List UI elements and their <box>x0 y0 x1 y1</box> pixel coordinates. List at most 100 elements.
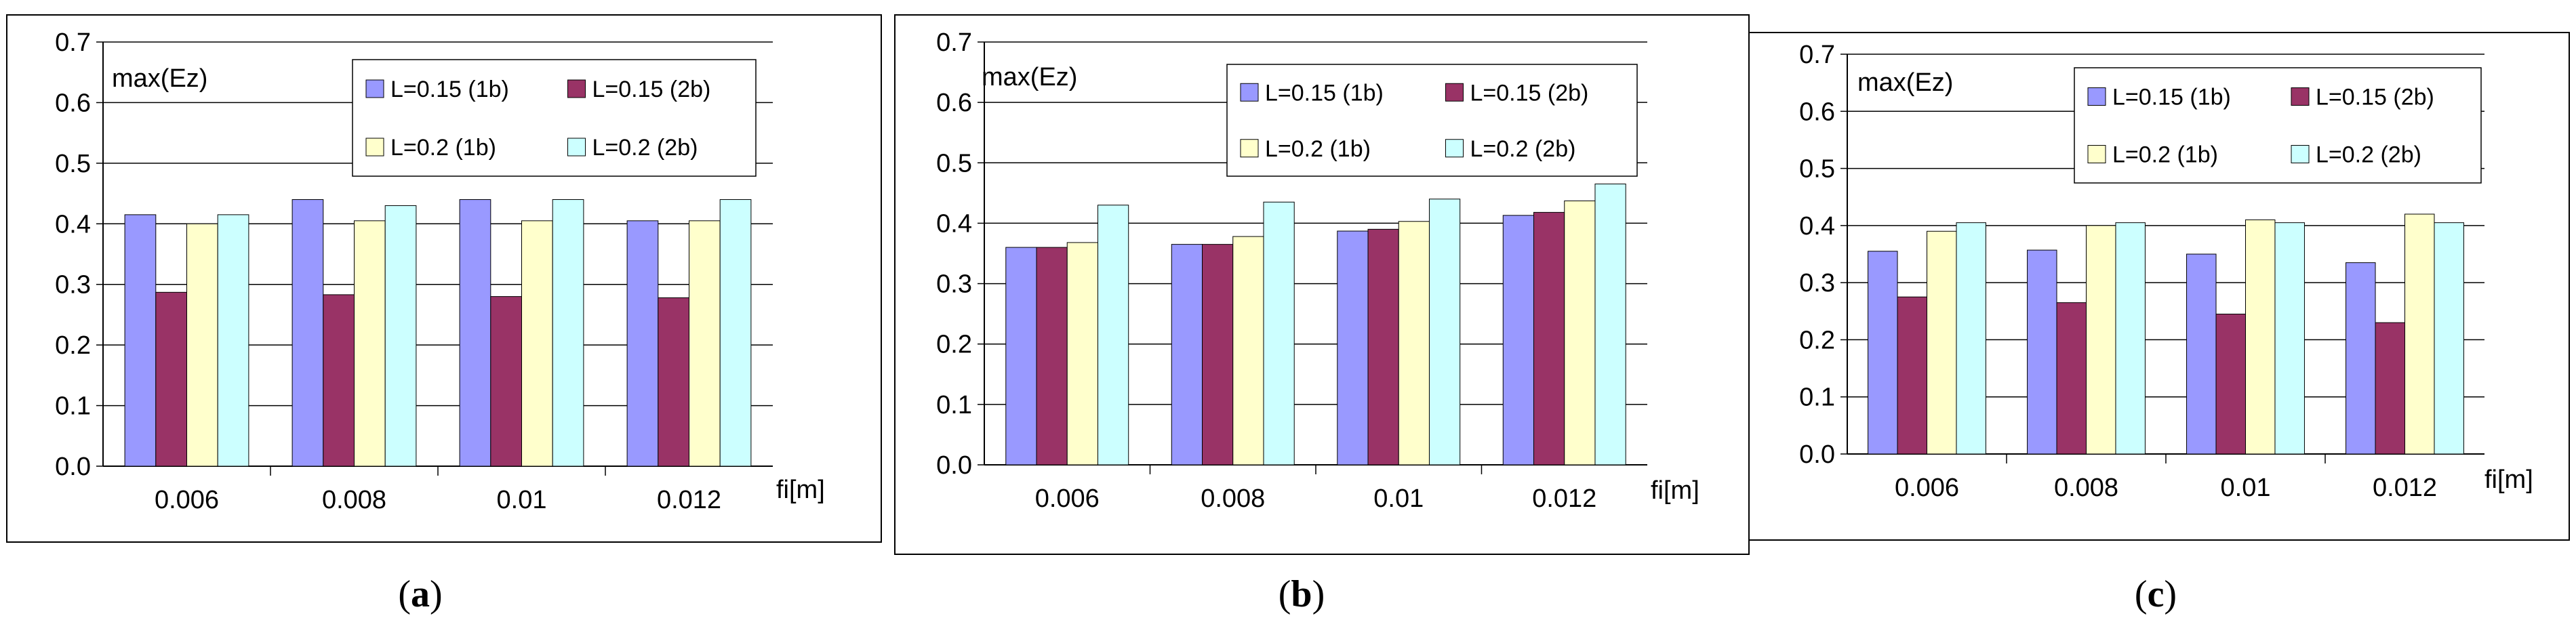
bar <box>384 205 417 467</box>
y-tick-label: 0.3 <box>55 271 91 299</box>
bar <box>658 297 689 467</box>
chart-a-svg: 0.0 0.1 0.2 0.3 0.4 0.5 0.6 0.7 0.006 0.008 0.01 0.… <box>6 14 882 543</box>
bar <box>1367 228 1399 466</box>
bar <box>1398 221 1430 466</box>
legend-swatch <box>1240 139 1259 158</box>
legend-swatch <box>1445 139 1464 158</box>
y-axis-label: max(Ez) <box>1857 68 1953 97</box>
x-tick-label: 0.01 <box>2221 474 2271 502</box>
bar <box>1171 244 1203 466</box>
bar <box>1502 215 1535 466</box>
x-tick-label: 0.006 <box>1035 484 1100 513</box>
legend-swatch <box>2087 145 2106 163</box>
y-tick-label: 0.7 <box>936 28 972 57</box>
bar <box>2215 314 2246 455</box>
bar <box>1097 205 1129 466</box>
y-tick-label: 0.3 <box>936 270 972 299</box>
bar <box>217 214 249 467</box>
x-tick-label: 0.006 <box>1895 474 1959 502</box>
y-tick-label: 0.1 <box>55 392 91 421</box>
legend-label: L=0.2 (1b) <box>2112 142 2218 168</box>
y-tick-label: 0.0 <box>1799 440 1835 469</box>
y-tick-label: 0.4 <box>1799 212 1835 241</box>
legend-label: L=0.15 (2b) <box>1470 80 1589 106</box>
y-axis-label: max(Ez) <box>982 63 1077 91</box>
legend-swatch <box>1240 83 1259 102</box>
y-tick-label: 0.0 <box>936 451 972 480</box>
bar <box>2346 262 2376 455</box>
legend-swatch <box>1445 83 1464 102</box>
y-tick-label: 0.6 <box>1799 98 1835 126</box>
legend-label: L=0.15 (1b) <box>1265 80 1384 106</box>
y-tick-label: 0.2 <box>55 331 91 360</box>
legend-swatch <box>2291 87 2310 106</box>
x-tick-label: 0.008 <box>322 486 386 514</box>
bar <box>1066 242 1098 466</box>
bar <box>626 220 659 467</box>
bar <box>459 199 491 467</box>
y-tick-label: 0.4 <box>55 210 91 239</box>
legend-label: L=0.2 (1b) <box>390 135 496 161</box>
bar <box>2434 222 2464 455</box>
y-tick-label: 0.1 <box>1799 384 1835 412</box>
bar <box>2027 249 2057 455</box>
legend-label: L=0.2 (2b) <box>1470 136 1576 162</box>
bar <box>2115 222 2146 455</box>
x-tick-label: 0.012 <box>2373 474 2437 502</box>
bar <box>719 199 752 467</box>
bar <box>1927 230 1957 455</box>
x-axis-label: fi[m] <box>2484 466 2533 494</box>
legend-swatch <box>2087 87 2106 106</box>
bar <box>552 199 584 467</box>
bar <box>1263 201 1295 466</box>
y-tick-label: 0.6 <box>936 89 972 117</box>
chart-b-svg: 0.0 0.1 0.2 0.3 0.4 0.5 0.6 0.7 0.006 0.008 0.01 0.… <box>894 14 1750 555</box>
x-axis-label: fi[m] <box>776 476 825 504</box>
legend-label: L=0.2 (1b) <box>1265 136 1371 162</box>
legend-swatch <box>2291 145 2310 163</box>
legend-swatch <box>567 138 586 157</box>
x-tick-label: 0.012 <box>657 486 721 514</box>
legend-label: L=0.15 (2b) <box>2316 85 2434 110</box>
caption-a: (a) <box>398 573 443 615</box>
legend-box <box>2074 67 2482 184</box>
y-tick-label: 0.4 <box>936 209 972 238</box>
bar <box>2404 213 2435 455</box>
y-tick-label: 0.5 <box>1799 155 1835 184</box>
bar <box>186 223 218 467</box>
legend-label: L=0.2 (2b) <box>2316 142 2421 168</box>
legend-label: L=0.2 (2b) <box>592 135 698 161</box>
x-tick-label: 0.012 <box>1532 484 1596 513</box>
bar <box>490 296 522 467</box>
bar <box>1202 244 1234 466</box>
bar <box>2375 322 2405 455</box>
bar <box>1897 296 1927 455</box>
bar <box>1337 230 1369 466</box>
bar <box>1868 251 1898 455</box>
caption-b: (b) <box>1278 573 1325 615</box>
x-tick-label: 0.01 <box>497 486 547 514</box>
y-tick-label: 0.6 <box>55 89 91 117</box>
y-tick-label: 0.1 <box>936 391 972 419</box>
x-axis-label: fi[m] <box>1651 476 1699 505</box>
legend-swatch <box>567 79 586 98</box>
y-tick-label: 0.0 <box>55 453 91 481</box>
legend-label: L=0.15 (1b) <box>2112 85 2231 110</box>
legend-box <box>1226 64 1638 177</box>
bar <box>1956 222 1986 455</box>
bar <box>1428 199 1461 466</box>
bar <box>2274 222 2305 455</box>
y-tick-label: 0.2 <box>1799 326 1835 354</box>
bar <box>1005 247 1037 466</box>
y-tick-label: 0.5 <box>936 149 972 178</box>
y-tick-label: 0.3 <box>1799 269 1835 297</box>
x-tick-label: 0.008 <box>2054 474 2118 502</box>
bar <box>155 291 187 467</box>
bar <box>521 220 553 467</box>
bar <box>124 214 157 467</box>
bar <box>2056 302 2087 455</box>
y-tick-label: 0.2 <box>936 331 972 359</box>
bar <box>1594 183 1626 466</box>
legend-label: L=0.15 (2b) <box>592 77 711 102</box>
